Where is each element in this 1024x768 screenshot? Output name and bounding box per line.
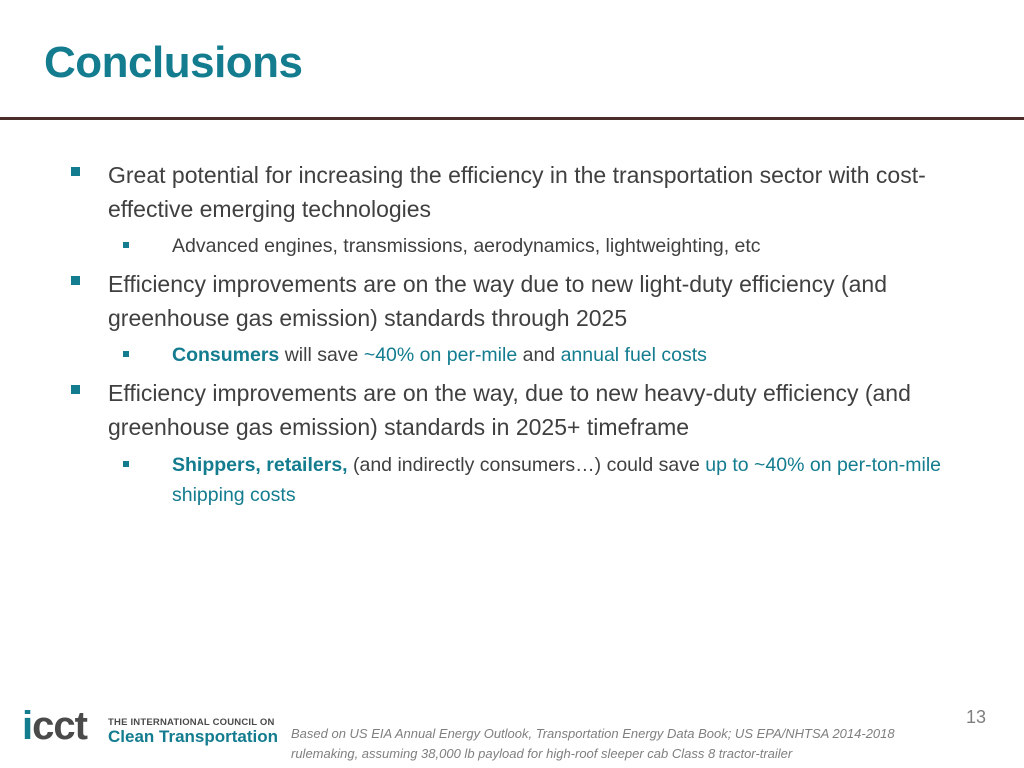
logo-line-1: THE INTERNATIONAL COUNCIL ON — [108, 717, 275, 728]
sub-bullet-2-1-emphasis: Consumers — [172, 344, 280, 366]
sub-bullet-1-1: Advanced engines, transmissions, aerodyn… — [123, 231, 962, 261]
logo-line-2: Clean Transportation — [108, 727, 279, 746]
bullet-1: Great potential for increasing the effic… — [71, 158, 948, 226]
sub-bullet-square-icon — [123, 242, 129, 248]
slide-title: Conclusions — [44, 38, 303, 87]
bullet-3-text: Efficiency improvements are on the way, … — [108, 380, 911, 440]
title-divider — [0, 117, 1024, 120]
bullet-square-icon — [71, 167, 80, 176]
logo-wordmark-rest: cct — [32, 704, 88, 748]
logo-wordmark: icct — [22, 704, 88, 749]
sub-bullet-square-icon — [123, 351, 129, 357]
bullet-square-icon — [71, 276, 80, 285]
footnote: Based on US EIA Annual Energy Outlook, T… — [291, 726, 895, 761]
bullet-2: Efficiency improvements are on the way d… — [71, 267, 948, 335]
bullet-3: Efficiency improvements are on the way, … — [71, 376, 948, 444]
logo-wordmark-i: i — [22, 704, 33, 748]
sub-bullet-square-icon — [123, 461, 129, 467]
bullet-2-text: Efficiency improvements are on the way d… — [108, 271, 888, 331]
sub-bullet-2-1-highlight-a: ~40% on per-mile — [363, 344, 518, 366]
sub-bullet-1-1-text: Advanced engines, transmissions, aerodyn… — [172, 235, 761, 257]
sub-bullet-3-1-emphasis: Shippers, retailers, — [172, 454, 348, 476]
bullet-1-text: Great potential for increasing the effic… — [108, 162, 926, 222]
sub-bullet-2-1-highlight-b: annual fuel costs — [560, 344, 707, 366]
sub-bullet-2-1: Consumers will save ~40% on per-mile and… — [123, 340, 962, 370]
sub-bullet-2-1-text-b: and — [517, 344, 561, 366]
bullet-square-icon — [71, 385, 80, 394]
sub-bullet-3-1: Shippers, retailers, (and indirectly con… — [123, 450, 962, 510]
sub-bullet-3-1-text: (and indirectly consumers…) could save — [347, 454, 706, 476]
sub-bullet-2-1-text-a: will save — [279, 344, 364, 366]
page-number: 13 — [966, 707, 987, 727]
sub-bullet-3-1-highlight: up to ~40% on per-ton-mile shipping cost… — [172, 454, 941, 506]
